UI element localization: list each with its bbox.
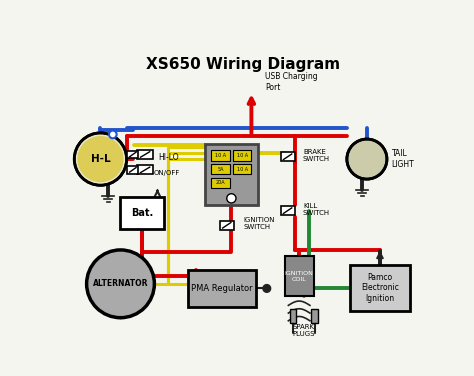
Circle shape <box>77 136 124 182</box>
Bar <box>137 150 153 159</box>
Bar <box>211 150 230 161</box>
Bar <box>233 164 251 174</box>
Bar <box>350 265 410 311</box>
Bar <box>120 197 164 229</box>
Text: BRAKE
SWITCH: BRAKE SWITCH <box>303 149 330 162</box>
Circle shape <box>87 250 155 318</box>
Bar <box>211 164 230 174</box>
Text: PMA Regulator: PMA Regulator <box>191 284 253 293</box>
Circle shape <box>347 139 387 179</box>
Text: 10 A: 10 A <box>237 153 248 158</box>
Bar <box>281 152 294 161</box>
Text: USB Charging
Port: USB Charging Port <box>265 72 318 92</box>
Text: XS650 Wiring Diagram: XS650 Wiring Diagram <box>146 58 340 73</box>
Bar <box>290 309 296 323</box>
Circle shape <box>74 133 127 185</box>
Text: 10 A: 10 A <box>237 167 248 171</box>
Circle shape <box>227 194 236 203</box>
Bar <box>284 256 314 296</box>
Circle shape <box>263 285 271 292</box>
Text: TAIL
LIGHT: TAIL LIGHT <box>392 149 414 169</box>
Bar <box>220 221 234 230</box>
Bar <box>205 144 257 205</box>
Bar <box>281 206 294 215</box>
Bar <box>211 177 230 188</box>
Text: 20A: 20A <box>216 180 226 185</box>
Text: 10 A: 10 A <box>215 153 226 158</box>
Bar <box>188 270 256 307</box>
Text: H-L: H-L <box>91 154 110 164</box>
Text: KILL
SWITCH: KILL SWITCH <box>303 203 330 215</box>
Text: HI-LO: HI-LO <box>159 153 179 162</box>
Bar <box>233 150 251 161</box>
Text: Pamco
Electronic
Ignition: Pamco Electronic Ignition <box>361 273 399 303</box>
Bar <box>128 151 138 158</box>
Bar <box>311 309 318 323</box>
Text: 5A: 5A <box>218 167 224 171</box>
Text: SPARK
PLUGS: SPARK PLUGS <box>292 323 315 337</box>
Text: Bat.: Bat. <box>131 208 153 218</box>
Text: ALTERNATOR: ALTERNATOR <box>93 279 148 288</box>
Text: IGNITION
COIL: IGNITION COIL <box>285 271 314 282</box>
Text: IGNITION
SWITCH: IGNITION SWITCH <box>244 217 275 230</box>
Bar <box>137 165 153 174</box>
Bar <box>128 166 138 174</box>
Text: ON/OFF: ON/OFF <box>154 170 180 176</box>
Circle shape <box>109 130 117 138</box>
